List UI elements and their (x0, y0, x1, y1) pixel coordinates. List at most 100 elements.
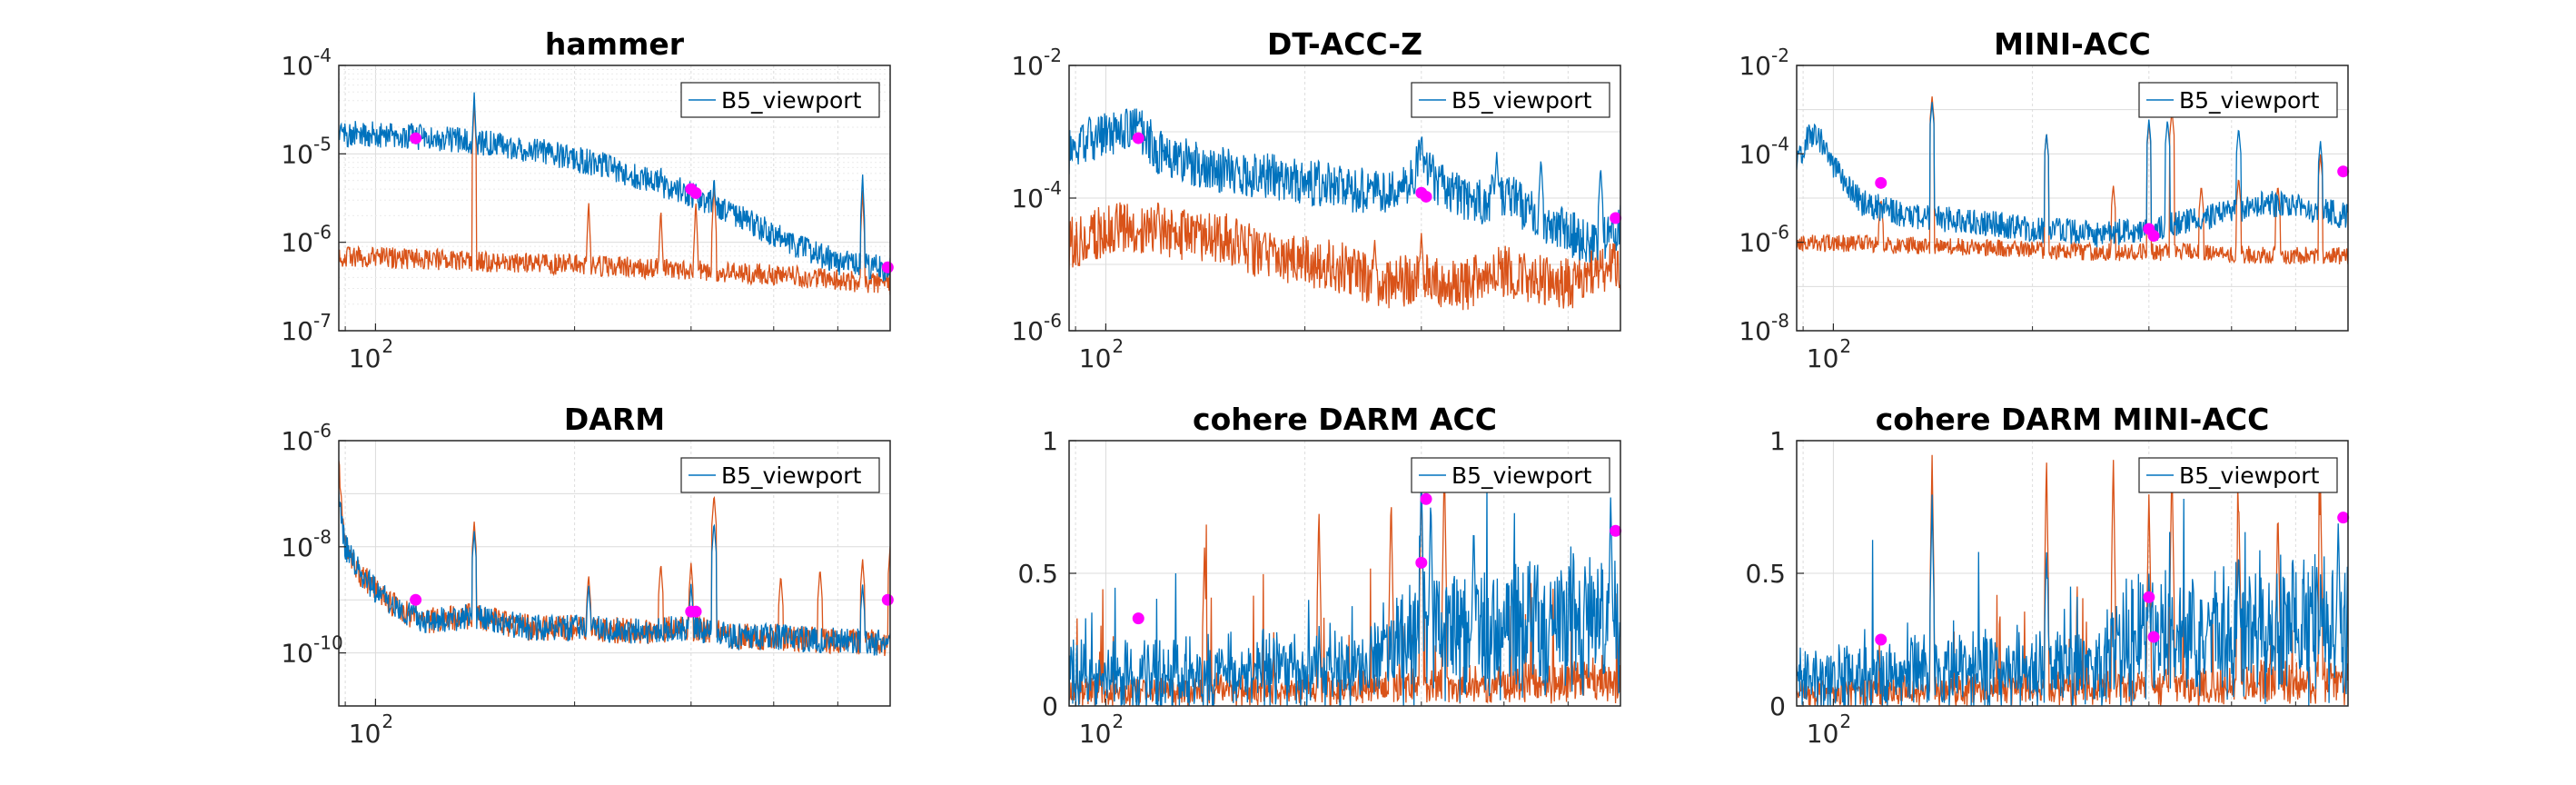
x-tick-exponent: 2 (1839, 710, 1851, 732)
legend-label: B5_viewport (721, 87, 862, 114)
peak-marker (1875, 633, 1887, 646)
series-b5-viewport-line (1069, 108, 1620, 263)
y-tick-exponent: -2 (1044, 45, 1062, 66)
series-b5-viewport-line (1797, 494, 2348, 706)
y-tick-label: 0.5 (1017, 559, 1058, 589)
peak-marker (2143, 591, 2155, 603)
y-tick-label: 0 (1769, 691, 1786, 721)
subplot-title: hammer (545, 26, 685, 62)
y-tick-exponent: -6 (1044, 310, 1062, 332)
series-b5-viewport-line (339, 491, 890, 656)
series-b5-viewport-line (339, 92, 890, 282)
legend-box (2138, 457, 2338, 493)
legend[interactable]: B5_viewport (1411, 82, 1610, 118)
legend-label: B5_viewport (1451, 87, 1592, 114)
legend[interactable]: B5_viewport (1411, 457, 1610, 493)
x-tick-label: 10 (1807, 719, 1839, 749)
x-tick-exponent: 2 (1839, 335, 1851, 357)
series-reference-line (1069, 202, 1620, 311)
y-tick-exponent: -6 (1771, 222, 1789, 243)
peak-marker (2147, 230, 2160, 243)
peak-marker (2147, 631, 2160, 643)
peak-marker (410, 132, 422, 144)
x-tick-exponent: 2 (381, 710, 393, 732)
y-tick-label: 0 (1042, 691, 1058, 721)
y-tick-label: 10 (281, 316, 313, 346)
peak-marker (1610, 212, 1622, 224)
y-tick-exponent: -4 (1771, 133, 1789, 154)
peak-marker (881, 593, 894, 606)
peak-marker (1132, 132, 1144, 144)
subplot-title: DARM (564, 402, 665, 437)
y-tick-label: 10 (281, 228, 313, 258)
axes-box (1796, 65, 2349, 332)
peak-marker (689, 605, 702, 618)
peak-marker (2337, 512, 2350, 524)
subplot-title: DT-ACC-Z (1267, 26, 1422, 62)
subplot-title: cohere DARM ACC (1193, 402, 1497, 437)
subplot-title: cohere DARM MINI-ACC (1876, 402, 2270, 437)
y-tick-exponent: -6 (313, 420, 332, 442)
legend-label: B5_viewport (2179, 462, 2320, 489)
axes-box (338, 65, 891, 332)
peak-marker (1420, 492, 1432, 505)
y-tick-exponent: -5 (313, 133, 332, 154)
y-tick-exponent: -4 (1044, 177, 1062, 199)
y-tick-label: 10 (281, 139, 313, 169)
y-tick-exponent: -4 (313, 45, 332, 66)
subplot-5: 1 0.5 0 10 2 cohere DARM ACC B5_viewport (1017, 402, 1622, 749)
x-tick-label: 10 (1079, 343, 1112, 373)
x-tick-label: 10 (1807, 343, 1839, 373)
grid (339, 65, 890, 331)
series-reference-line (1069, 472, 1620, 706)
y-tick-exponent: -6 (313, 222, 332, 243)
peak-marker (881, 261, 894, 273)
y-tick-label: 10 (1739, 316, 1771, 346)
subplot-2: 10-210-410-610 2DT-ACC-ZB5_viewport (1011, 26, 1622, 373)
legend[interactable]: B5_viewport (680, 82, 880, 118)
x-tick-exponent: 2 (1112, 710, 1124, 732)
peak-marker (689, 187, 702, 200)
y-tick-label: 10 (1011, 51, 1044, 81)
series-reference-line (339, 101, 890, 295)
y-tick-label: 10 (1739, 51, 1771, 81)
subplot-title: MINI-ACC (1994, 26, 2151, 62)
legend-label: B5_viewport (721, 462, 862, 489)
y-tick-label: 10 (281, 426, 313, 456)
legend[interactable]: B5_viewport (680, 457, 880, 493)
peak-marker (2337, 165, 2350, 178)
series-b5-viewport-line (1069, 467, 1620, 706)
y-tick-exponent: -8 (1771, 310, 1789, 332)
x-tick-exponent: 2 (1112, 335, 1124, 357)
y-tick-label: 10 (281, 51, 313, 81)
y-tick-exponent: -7 (313, 310, 332, 332)
y-tick-exponent: -8 (313, 526, 332, 548)
legend[interactable]: B5_viewport (2138, 82, 2338, 118)
series-reference-line (1797, 96, 2348, 265)
y-tick-label: 10 (281, 639, 313, 669)
peak-marker (1875, 176, 1887, 189)
subplot-6: 1 0.5 0 10 2 cohere DARM MINI-ACC B5_viewport (1745, 402, 2350, 749)
y-tick-exponent: -10 (313, 632, 343, 654)
peak-marker (1415, 556, 1428, 569)
y-tick-label: 10 (1011, 184, 1044, 214)
x-tick-label: 10 (349, 343, 381, 373)
peak-marker (1420, 190, 1432, 203)
y-tick-label: 10 (281, 532, 313, 562)
y-tick-label: 10 (1739, 228, 1771, 258)
legend-label: B5_viewport (1451, 462, 1592, 489)
series-b5-viewport-line (1797, 102, 2348, 248)
y-tick-label: 0.5 (1745, 559, 1786, 589)
peak-marker (1132, 612, 1144, 625)
y-tick-label: 1 (1042, 426, 1058, 456)
y-tick-label: 1 (1769, 426, 1786, 456)
y-tick-label: 10 (1011, 316, 1044, 346)
peak-marker (1610, 524, 1622, 537)
y-tick-label: 10 (1739, 139, 1771, 169)
x-tick-label: 10 (1079, 719, 1112, 749)
legend[interactable]: B5_viewport (2138, 457, 2338, 493)
